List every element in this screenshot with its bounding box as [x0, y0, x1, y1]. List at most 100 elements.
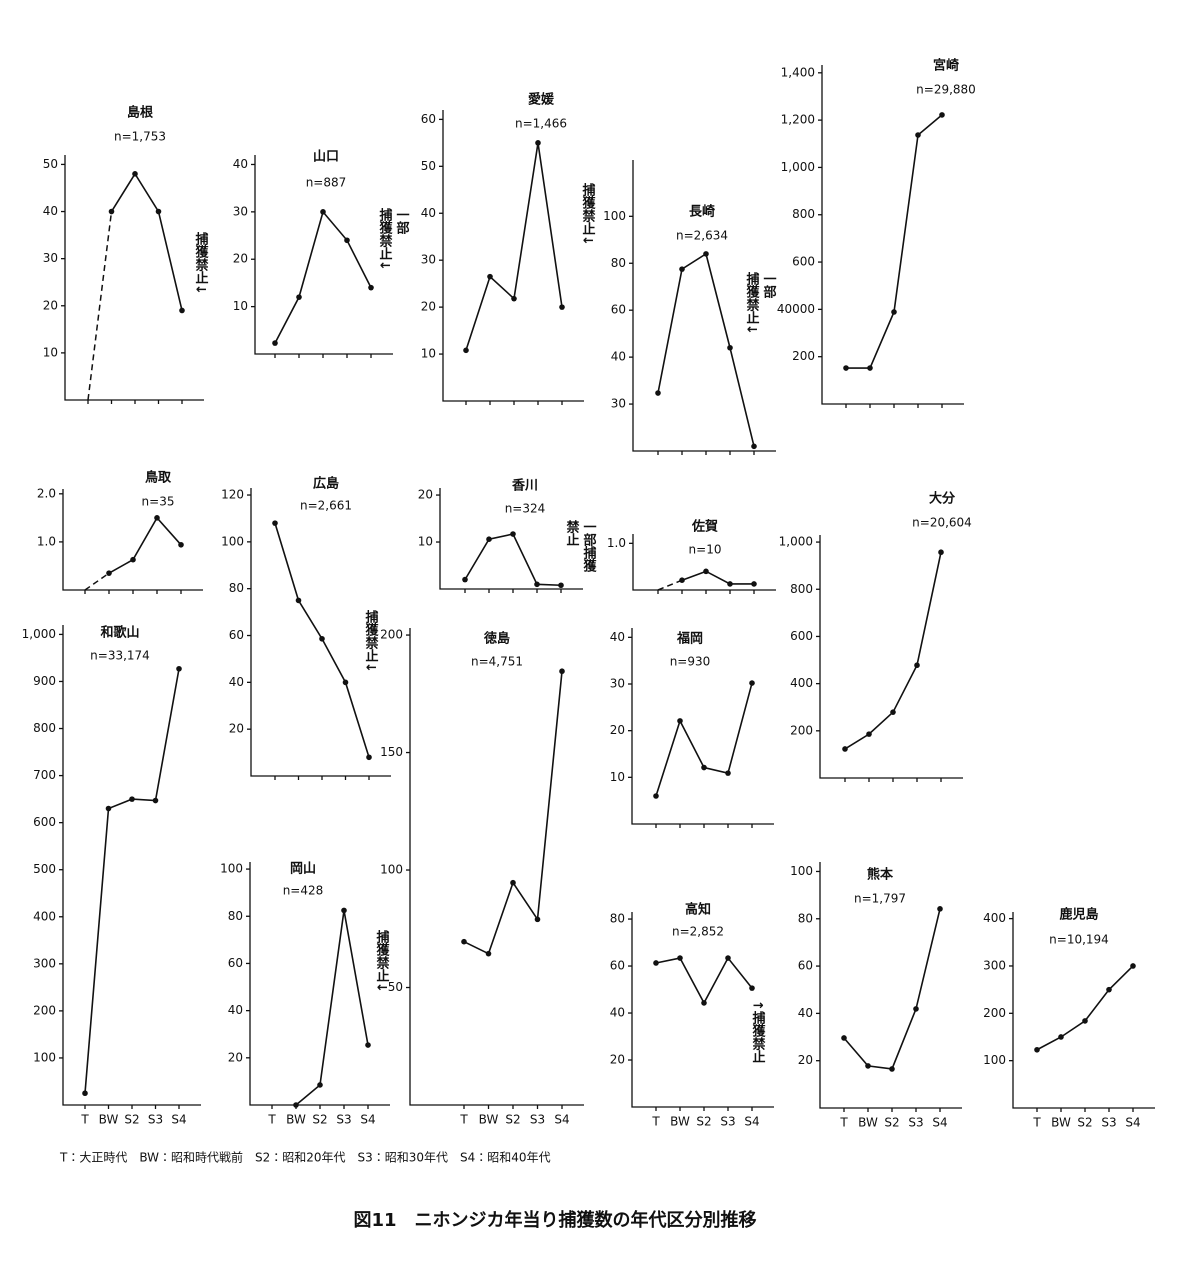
y-tick-label: 400 — [983, 911, 1006, 925]
axis — [409, 628, 584, 1106]
chart-subtitle: n=887 — [306, 176, 347, 190]
y-tick-label: 150 — [380, 745, 403, 759]
data-point — [510, 879, 516, 886]
data-point — [655, 390, 661, 396]
data-point — [866, 731, 872, 737]
annotation: 捕獲禁止↓ — [374, 929, 391, 992]
data-point — [653, 793, 659, 799]
chart-subtitle: n=33,174 — [90, 649, 150, 663]
x-tick-label: T — [1032, 1116, 1041, 1130]
data-point — [535, 140, 541, 146]
y-tick-label: 20 — [229, 722, 244, 736]
y-tick-label: 10 — [418, 535, 433, 549]
y-tick-label: 20 — [798, 1053, 813, 1067]
data-point — [462, 576, 468, 583]
x-tick-label: S4 — [1125, 1116, 1140, 1130]
y-tick-label: 40 — [43, 204, 58, 218]
annotation: 捕獲禁止↓ — [363, 609, 380, 672]
y-tick-label: 700 — [33, 768, 56, 782]
y-tick-label: 200 — [790, 723, 813, 737]
y-tick-label: 50 — [421, 159, 436, 173]
axis — [821, 65, 964, 405]
data-point — [295, 597, 302, 604]
data-point — [341, 907, 347, 914]
y-tick-label: 100 — [983, 1053, 1006, 1067]
data-point — [368, 284, 374, 291]
x-tick-label: S4 — [171, 1113, 186, 1127]
y-tick-label: 20 — [418, 488, 433, 502]
y-tick-label: 60 — [228, 956, 243, 970]
data-point — [867, 365, 873, 371]
chart-subtitle: n=1,797 — [854, 892, 906, 906]
y-tick-label: 400 — [790, 676, 813, 690]
data-line — [110, 172, 183, 311]
data-point — [841, 1035, 847, 1041]
data-point — [344, 237, 350, 244]
annotation: 禁止 — [564, 519, 580, 546]
y-tick-label: 50 — [388, 980, 403, 994]
data-point — [937, 906, 943, 912]
chart-title: 愛媛 — [528, 92, 555, 108]
y-tick-label: 1.0 — [607, 536, 626, 550]
data-point — [891, 309, 897, 315]
data-point — [751, 443, 757, 450]
data-line — [295, 910, 369, 1106]
y-tick-label: 1.0 — [37, 534, 56, 548]
data-line — [655, 682, 753, 797]
chart-subtitle: n=20,604 — [912, 516, 972, 530]
y-tick-label: 100 — [221, 534, 244, 548]
y-tick-label: 40000 — [777, 302, 815, 316]
chart-subtitle: n=35 — [142, 495, 175, 509]
chart-title: 佐賀 — [691, 519, 718, 535]
x-tick-label: BW — [670, 1115, 690, 1129]
y-tick-label: 40 — [233, 157, 248, 171]
data-point — [132, 171, 138, 177]
y-tick-label: 900 — [33, 674, 56, 688]
annotation: 捕獲禁止↓ — [193, 231, 210, 294]
data-point — [366, 754, 372, 761]
data-line — [463, 671, 563, 955]
axis — [62, 489, 203, 591]
y-tick-label: 1,000 — [22, 627, 56, 641]
chart-subtitle: n=324 — [505, 502, 546, 516]
chart-title: 高知 — [685, 902, 711, 918]
data-point — [749, 680, 755, 686]
x-tick-label: T — [459, 1113, 468, 1127]
y-tick-label: 500 — [33, 862, 56, 876]
data-point — [679, 266, 685, 272]
x-tick-label: T — [839, 1116, 848, 1130]
annotation: 一部 — [394, 208, 410, 235]
y-tick-label: 600 — [33, 815, 56, 829]
y-tick-label: 800 — [790, 582, 813, 596]
data-line — [657, 252, 755, 447]
y-tick-label: 80 — [798, 911, 813, 925]
data-point — [154, 515, 160, 521]
y-tick-label: 200 — [33, 1003, 56, 1017]
y-tick-label: 40 — [610, 630, 625, 644]
y-tick-label: 60 — [610, 959, 625, 973]
chart-title: 島根 — [127, 105, 154, 121]
y-tick-label: 1,000 — [779, 535, 813, 549]
data-point — [108, 208, 115, 215]
y-tick-label: 40 — [611, 350, 626, 364]
dashed-segment — [84, 572, 110, 591]
y-tick-label: 60 — [229, 628, 244, 642]
axis — [439, 488, 583, 590]
data-point — [463, 347, 469, 354]
chart-title: 岡山 — [290, 862, 316, 877]
y-tick-label: 2.0 — [37, 486, 56, 500]
y-tick-label: 20 — [610, 723, 625, 737]
x-tick-label: T — [267, 1113, 276, 1127]
data-point — [653, 960, 659, 966]
x-tick-label: BW — [479, 1113, 499, 1127]
y-tick-label: 300 — [33, 956, 56, 970]
data-point — [152, 797, 159, 804]
axis — [62, 625, 201, 1106]
annotation: 捕獲禁止↓ — [744, 271, 761, 334]
x-tick-label: BW — [286, 1113, 306, 1127]
data-line — [655, 956, 753, 1005]
data-point — [293, 1102, 299, 1108]
data-point — [130, 556, 136, 563]
data-line — [274, 210, 372, 344]
data-line — [681, 570, 754, 585]
